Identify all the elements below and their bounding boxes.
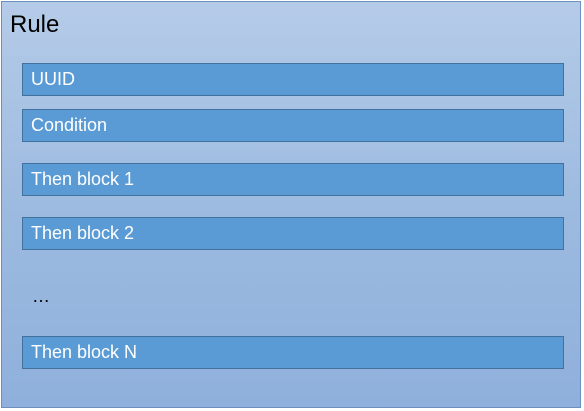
then-block-n: Then block N (22, 336, 564, 369)
then-block-1: Then block 1 (22, 163, 564, 196)
rule-title: Rule (10, 11, 60, 38)
ellipsis-text: … (32, 286, 50, 306)
uuid-block: UUID (22, 63, 564, 96)
then-block-2: Then block 2 (22, 217, 564, 250)
condition-block: Condition (22, 109, 564, 142)
